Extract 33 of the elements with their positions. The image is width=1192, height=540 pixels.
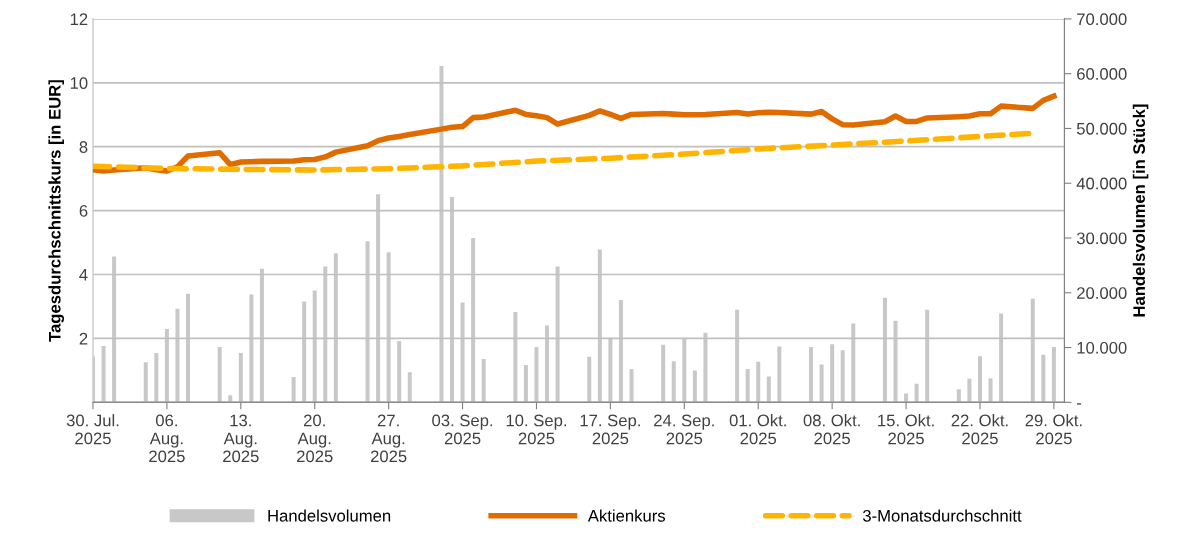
legend-label: 3-Monatsdurchschnitt xyxy=(862,509,1022,522)
y2-tick-label: 30.000 xyxy=(1076,232,1127,245)
y2-tick-label: 40.000 xyxy=(1076,177,1127,190)
y2-tick-label: 20.000 xyxy=(1077,287,1127,299)
x-tick-label: 06. Aug. 2025 xyxy=(149,414,185,463)
y2-tick-label: 60.000 xyxy=(1077,68,1127,80)
legend-label: Aktienkurs xyxy=(587,509,666,522)
legend-label: Handelsvolumen xyxy=(268,509,391,522)
y-tick-label: 10 xyxy=(70,77,88,89)
y-tick-label: 2 xyxy=(79,332,88,345)
x-tick-label: 27. Aug. 2025 xyxy=(370,414,407,463)
y2-tick-label: - xyxy=(1077,403,1082,405)
x-tick-label: 08. Okt. 2025 xyxy=(803,414,860,445)
x-tick-label: 29. Okt. 2025 xyxy=(1025,414,1082,445)
y-tick-label: 6 xyxy=(79,205,88,217)
y-tick-label: 4 xyxy=(79,269,88,281)
y-tick-label: 8 xyxy=(79,141,88,153)
y2-tick-label: 10.000 xyxy=(1077,341,1127,354)
x-tick-label: 10. Sep. 2025 xyxy=(506,414,566,445)
y-axis-title: Tagesdurchschnittskurs [in EUR] xyxy=(48,80,65,342)
y2-tick-label: 70.000 xyxy=(1077,13,1127,26)
x-tick-label: 13. Aug. 2025 xyxy=(223,414,259,463)
x-tick-label: 03. Sep. 2025 xyxy=(432,414,493,445)
x-tick-label: 30. Jul. 2025 xyxy=(66,414,119,445)
x-tick-label: 17. Sep. 2025 xyxy=(580,414,640,445)
x-tick-label: 15. Okt. 2025 xyxy=(878,414,934,445)
x-tick-label: 22. Okt. 2025 xyxy=(951,414,1008,445)
x-tick-label: 24. Sep. 2025 xyxy=(654,414,714,445)
y-tick-label: 12 xyxy=(70,13,88,25)
y2-axis-title: Handelsvolumen [in Stück] xyxy=(1132,104,1149,317)
y2-tick-label: 50.000 xyxy=(1076,122,1127,135)
x-tick-label: 20. Aug. 2025 xyxy=(297,414,333,463)
x-tick-label: 01. Okt. 2025 xyxy=(729,414,786,445)
